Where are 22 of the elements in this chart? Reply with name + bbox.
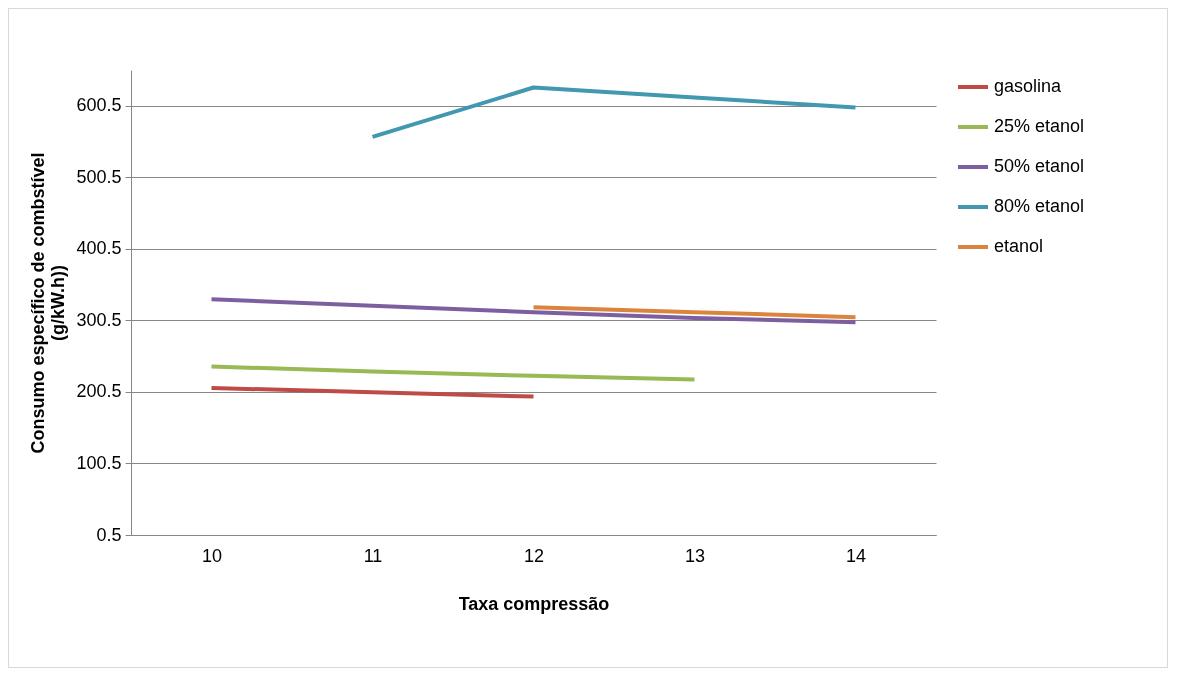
x-tick-label: 14 (845, 545, 867, 566)
x-tick-label: 11 (363, 545, 383, 566)
x-tick-label: 10 (201, 545, 223, 566)
legend-label: 50% etanol (994, 156, 1085, 176)
legend-label: etanol (994, 236, 1044, 256)
y-tick-label: 600.5 (76, 95, 122, 116)
x-axis-title: Taxa compressão (458, 593, 610, 614)
legend-label: 25% etanol (994, 116, 1085, 136)
x-tick-label: 12 (523, 545, 545, 566)
y-tick-label: 500.5 (76, 166, 122, 187)
y-tick-label: 300.5 (76, 309, 122, 330)
x-tick-label: 13 (684, 545, 706, 566)
line-series (209, 297, 858, 325)
y-tick-label: 100.5 (76, 452, 122, 473)
y-axis-title: Consumo específico de combstível (g/kW.h)) (28, 152, 69, 454)
y-tick-label: 200.5 (76, 381, 122, 402)
line-series (209, 364, 697, 382)
line-series (370, 85, 858, 139)
y-tick-label: 0.5 (96, 524, 122, 545)
legend-label: 80% etanol (994, 196, 1085, 216)
y-tick-label: 400.5 (76, 238, 122, 259)
legend-label: gasolina (994, 76, 1063, 96)
